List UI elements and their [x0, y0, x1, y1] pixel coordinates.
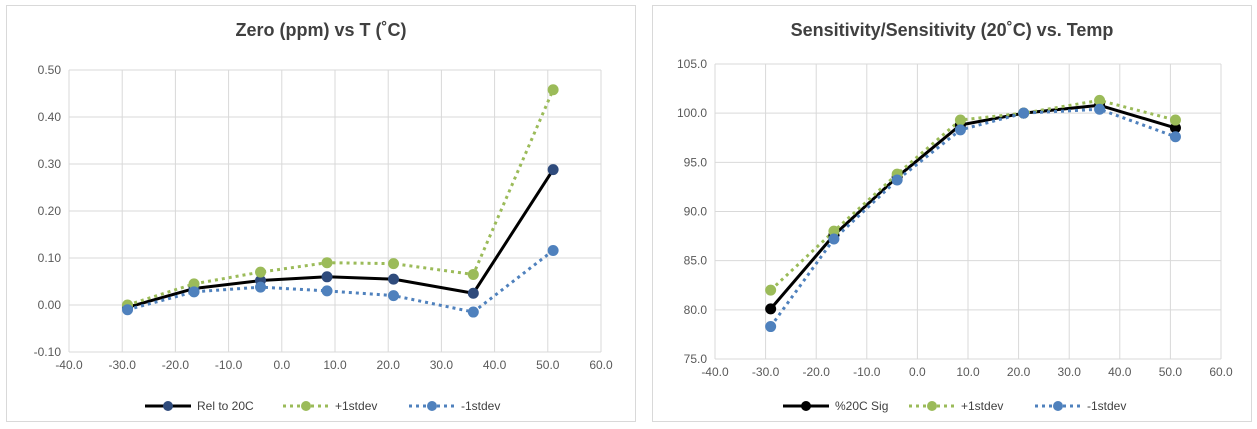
x-tick-label: 60.0 — [1209, 365, 1233, 379]
y-tick-label: 0.30 — [38, 157, 62, 171]
data-point-1 — [1169, 114, 1181, 126]
legend-label: %20C Sig — [835, 399, 888, 413]
data-point-2 — [954, 124, 966, 136]
y-tick-label: 105.0 — [677, 57, 707, 71]
x-tick-label: 30.0 — [430, 358, 454, 372]
y-tick-label: 0.00 — [38, 298, 62, 312]
x-tick-label: 0.0 — [909, 365, 926, 379]
legend-marker-0 — [801, 401, 811, 411]
x-tick-label: 20.0 — [377, 358, 401, 372]
data-point-2 — [547, 244, 559, 256]
data-point-2 — [255, 281, 267, 293]
y-tick-label: 100.0 — [677, 106, 707, 120]
data-point-0 — [467, 287, 479, 299]
x-tick-label: -10.0 — [853, 365, 881, 379]
data-point-2 — [388, 290, 400, 302]
chart-title: Sensitivity/Sensitivity (20˚C) vs. Temp — [790, 20, 1114, 40]
chart-panel-zero: Zero (ppm) vs T (˚C) -0.10 0.00 0.10 0.20 0.… — [6, 5, 636, 422]
x-tick-label: -30.0 — [109, 358, 137, 372]
data-point-2 — [1094, 103, 1106, 115]
y-tick-label: -0.10 — [34, 345, 62, 359]
legend-marker-2 — [1053, 401, 1063, 411]
y-tick-label: 80.0 — [684, 303, 708, 317]
data-point-1 — [388, 258, 400, 270]
x-tick-label: 10.0 — [323, 358, 347, 372]
y-tick-label: 75.0 — [684, 352, 708, 366]
legend-label: -1stdev — [1087, 399, 1126, 413]
data-point-1 — [321, 257, 333, 269]
x-tick-label: 50.0 — [536, 358, 560, 372]
data-point-2 — [188, 286, 200, 298]
x-tick-label: -10.0 — [215, 358, 243, 372]
x-tick-label: -40.0 — [55, 358, 83, 372]
y-tick-label: 0.10 — [38, 251, 62, 265]
series-line-2 — [769, 107, 1176, 328]
chart-panel-sensitivity: Sensitivity/Sensitivity (20˚C) vs. Temp … — [652, 5, 1252, 422]
x-tick-label: 50.0 — [1159, 365, 1183, 379]
y-tick-label: 90.0 — [684, 205, 708, 219]
chart-svg-sensitivity: 75.0 80.0 85.0 90.0 95.0 100.0 105.0 -40.0 -30.0… — [677, 57, 1233, 413]
x-tick-label: 20.0 — [1007, 365, 1031, 379]
data-point-1 — [547, 84, 559, 96]
data-point-2 — [321, 285, 333, 297]
chart-title: Zero (ppm) vs T (˚C) — [235, 20, 407, 40]
legend-label: -1stdev — [461, 399, 500, 413]
data-point-2 — [765, 321, 777, 333]
x-tick-label: 40.0 — [1108, 365, 1132, 379]
legend-label: +1stdev — [961, 399, 1003, 413]
legend-marker-0 — [163, 401, 173, 411]
series-line-1 — [769, 98, 1176, 292]
x-tick-label: -20.0 — [803, 365, 831, 379]
legend-marker-2 — [427, 401, 437, 411]
data-point-0 — [388, 273, 400, 285]
x-tick-label: -20.0 — [162, 358, 190, 372]
x-tick-label: -40.0 — [701, 365, 729, 379]
data-point-2 — [1018, 107, 1030, 119]
legend-label: Rel to 20C — [197, 399, 254, 413]
data-point-2 — [122, 304, 134, 316]
data-point-2 — [828, 233, 840, 245]
legend-label: +1stdev — [335, 399, 377, 413]
y-tick-label: 0.50 — [38, 63, 62, 77]
data-point-2 — [891, 174, 903, 186]
x-tick-label: 40.0 — [483, 358, 507, 372]
data-point-0 — [321, 271, 333, 283]
x-tick-label: 10.0 — [956, 365, 980, 379]
data-point-1 — [954, 114, 966, 126]
data-point-2 — [467, 306, 479, 318]
y-tick-label: 0.40 — [38, 110, 62, 124]
data-point-0 — [765, 303, 777, 315]
data-point-1 — [255, 266, 267, 278]
y-tick-label: 0.20 — [38, 204, 62, 218]
data-point-2 — [1169, 131, 1181, 143]
data-point-1 — [467, 268, 479, 280]
y-tick-label: 85.0 — [684, 254, 708, 268]
series-line-1 — [127, 89, 555, 307]
data-point-0 — [547, 164, 559, 176]
series-line-0 — [769, 103, 1176, 310]
x-tick-label: 60.0 — [589, 358, 613, 372]
chart-svg-zero: -0.10 0.00 0.10 0.20 0.30 0.40 0.50 -40.0 -30.0 -… — [34, 63, 613, 413]
legend-marker-1 — [927, 401, 937, 411]
data-point-1 — [765, 284, 777, 296]
legend-marker-1 — [301, 401, 311, 411]
x-tick-label: 0.0 — [273, 358, 290, 372]
y-tick-label: 95.0 — [684, 155, 708, 169]
x-tick-label: 30.0 — [1058, 365, 1082, 379]
x-tick-label: -30.0 — [752, 365, 780, 379]
